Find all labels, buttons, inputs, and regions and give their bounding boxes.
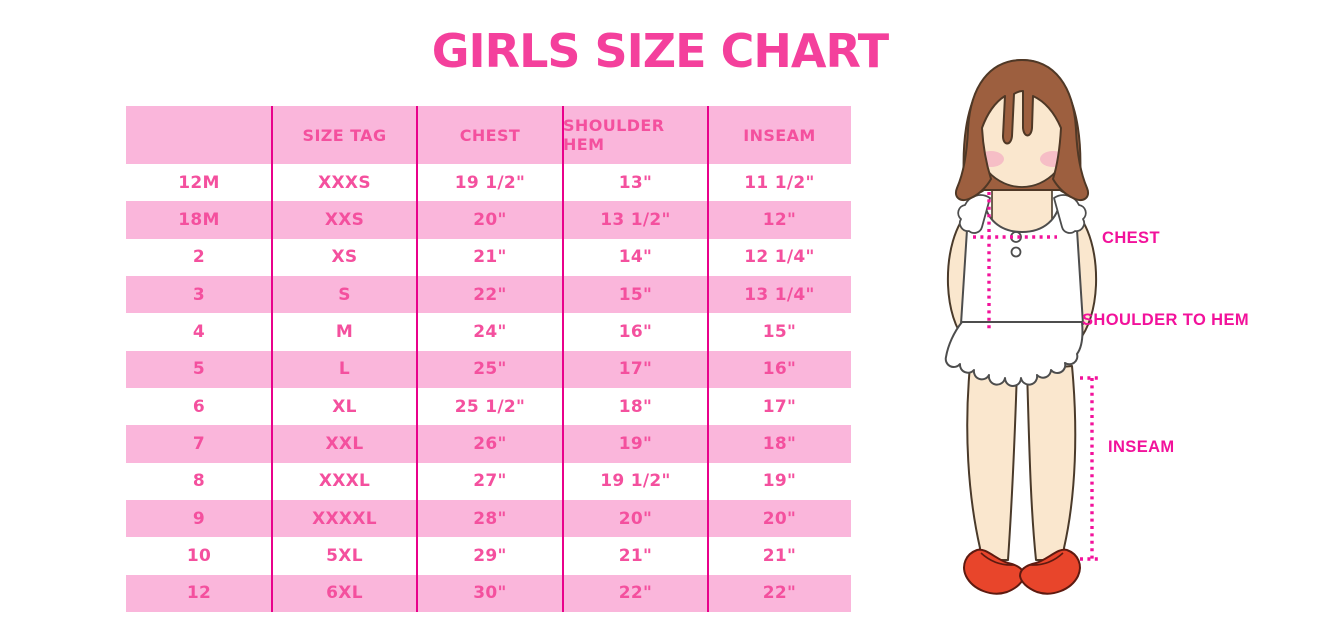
table-row: 6 XL 25 1/2" 18" 17" (126, 388, 851, 425)
cell-size-tag: L (338, 359, 351, 380)
cell-shoulder-hem: 19 1/2" (600, 471, 671, 492)
table-divider (416, 106, 418, 612)
cell-inseam: 20" (762, 508, 797, 529)
cell-inseam: 13 1/4" (744, 284, 815, 305)
cell-size-tag: XXS (324, 209, 365, 230)
table-row: 4 M 24" 16" 15" (126, 313, 851, 350)
girl-illustration: CHEST SHOULDER TO HEM INSEAM (944, 58, 1249, 595)
cell-size-tag: XXXS (318, 172, 371, 193)
cell-size-tag: XXXL (318, 471, 371, 492)
cell-inseam: 11 1/2" (744, 172, 815, 193)
girl-head (955, 58, 1089, 201)
table-row: 18M XXS 20" 13 1/2" 12" (126, 201, 851, 239)
cell-inseam: 12" (762, 209, 797, 230)
cell-size: 10 (186, 545, 212, 566)
header-cell-inseam: INSEAM (743, 125, 816, 145)
shoulder-to-hem-label: SHOULDER TO HEM (1082, 311, 1249, 329)
header-cell-shoulder-hem: SHOULDER HEM (563, 116, 665, 154)
cell-size: 6 (192, 396, 206, 417)
table-row: 10 5XL 29" 21" 21" (126, 537, 851, 574)
cell-size: 8 (192, 471, 206, 492)
cell-shoulder-hem: 18" (618, 396, 653, 417)
size-table: SIZE TAG CHEST SHOULDER HEM INSEAM 12M X… (126, 106, 851, 612)
table-divider (562, 106, 564, 612)
cell-inseam: 22" (762, 583, 797, 604)
cell-shoulder-hem: 13 1/2" (600, 209, 671, 230)
table-header-row: SIZE TAG CHEST SHOULDER HEM INSEAM (126, 106, 851, 164)
cell-inseam: 21" (762, 545, 797, 566)
cell-chest: 27" (473, 471, 507, 492)
cell-inseam: 18" (762, 433, 797, 454)
cell-size: 4 (192, 321, 206, 342)
table-row: 9 XXXXL 28" 20" 20" (126, 499, 851, 538)
cell-shoulder-hem: 21" (618, 545, 653, 566)
chest-label: CHEST (1102, 229, 1160, 247)
header-cell-size (126, 106, 272, 164)
cell-chest: 26" (473, 433, 507, 454)
table-row: 3 S 22" 15" 13 1/4" (126, 275, 851, 314)
cell-size: 7 (192, 433, 206, 454)
page-title: GIRLS SIZE CHART (431, 24, 889, 78)
table-row: 7 XXL 26" 19" 18" (126, 425, 851, 463)
hair-front (955, 59, 1089, 201)
cell-chest: 21" (473, 247, 507, 268)
cell-size-tag: M (335, 321, 354, 342)
cell-size: 3 (192, 284, 206, 305)
cell-size-tag: XL (332, 396, 357, 417)
cell-size-tag: S (338, 284, 351, 305)
measurement-annotations: CHEST SHOULDER TO HEM INSEAM (973, 192, 1249, 561)
cell-chest: 20" (473, 209, 507, 230)
cell-shoulder-hem: 20" (618, 508, 653, 529)
cell-chest: 22" (473, 284, 507, 305)
cell-chest: 25" (473, 359, 507, 380)
cell-size: 2 (192, 247, 206, 268)
cell-inseam: 19" (762, 471, 797, 492)
cell-size: 5 (192, 359, 206, 380)
cell-chest: 30" (473, 583, 507, 604)
cell-inseam: 17" (762, 396, 797, 417)
cell-size: 12M (178, 172, 220, 193)
cell-shoulder-hem: 17" (618, 359, 653, 380)
table-row: 8 XXXL 27" 19 1/2" 19" (126, 463, 851, 500)
cell-size: 9 (192, 508, 206, 529)
table-divider (271, 106, 273, 612)
cell-size: 12 (186, 583, 212, 604)
dress-buttons (1010, 231, 1022, 258)
cell-shoulder-hem: 14" (618, 247, 653, 268)
cell-size-tag: XS (331, 247, 358, 268)
cell-size-tag: XXL (325, 433, 364, 454)
table-divider (707, 106, 709, 612)
cell-size-tag: 5XL (326, 545, 363, 566)
table-row: 12M XXXS 19 1/2" 13" 11 1/2" (126, 164, 851, 201)
cell-shoulder-hem: 13" (618, 172, 653, 193)
cell-shoulder-hem: 16" (618, 321, 653, 342)
cell-shoulder-hem: 15" (618, 284, 653, 305)
cell-size-tag: 6XL (326, 583, 363, 604)
girl-legs (966, 365, 1077, 561)
cell-inseam: 16" (762, 359, 797, 380)
table-row: 12 6XL 30" 22" 22" (126, 574, 851, 612)
cell-size: 18M (178, 209, 220, 230)
cell-chest: 28" (473, 508, 507, 529)
cell-inseam: 15" (762, 321, 797, 342)
girl-shoes (963, 548, 1081, 595)
header-cell-chest: CHEST (459, 125, 521, 145)
cell-chest: 29" (473, 545, 507, 566)
cell-inseam: 12 1/4" (744, 247, 815, 268)
girl-skirt (944, 321, 1084, 387)
header-cell-size-tag: SIZE TAG (302, 125, 387, 145)
table-row: 5 L 25" 17" 16" (126, 350, 851, 388)
inseam-label: INSEAM (1108, 438, 1175, 456)
cell-chest: 25 1/2" (454, 396, 526, 417)
cell-chest: 24" (473, 321, 507, 342)
table-row: 2 XS 21" 14" 12 1/4" (126, 239, 851, 276)
cell-shoulder-hem: 19" (618, 433, 653, 454)
cell-size-tag: XXXXL (312, 508, 377, 529)
cell-shoulder-hem: 22" (618, 583, 653, 604)
cell-chest: 19 1/2" (454, 172, 526, 193)
